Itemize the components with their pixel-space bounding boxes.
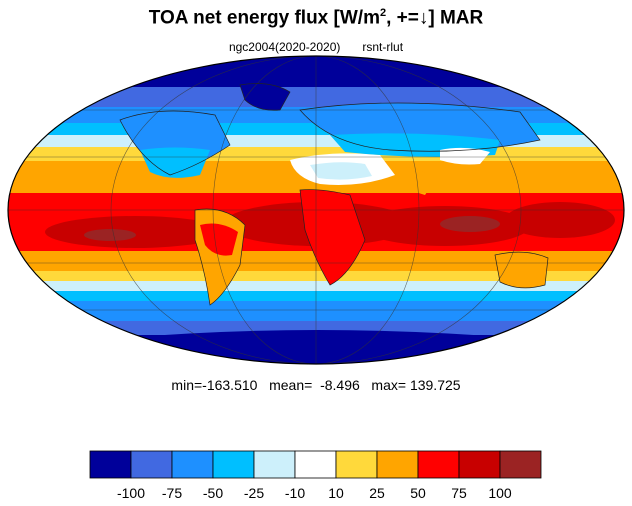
colorbar-swatch xyxy=(89,450,132,479)
colorbar-tick-label: -10 xyxy=(285,485,305,501)
colorbar-swatch xyxy=(212,450,255,479)
colorbar-tick-label: 25 xyxy=(369,485,385,501)
australia xyxy=(495,252,548,288)
colorbar: -100 -75 -50 -25 -10 10 25 50 75 100 xyxy=(89,450,542,501)
north-america-south xyxy=(140,147,210,178)
colorbar-tick-label: 100 xyxy=(488,485,512,501)
colorbar-swatch xyxy=(458,450,501,479)
subtitle-variable: rsnt-rlut xyxy=(362,40,404,54)
colorbar-tick-label: -50 xyxy=(203,485,223,501)
pool-core-1 xyxy=(440,216,500,232)
globe-outline xyxy=(7,55,625,365)
arabia xyxy=(395,167,435,195)
colorbar-tick-label: 50 xyxy=(410,485,426,501)
colorbar-swatch xyxy=(253,450,296,479)
sahara-inner xyxy=(310,162,372,180)
colorbar-tick-label: -100 xyxy=(117,485,145,501)
colorbar-tick-label: 75 xyxy=(451,485,467,501)
pool-core-3 xyxy=(84,229,136,241)
world-map xyxy=(7,55,625,365)
tibet xyxy=(440,147,490,165)
colorbar-swatch xyxy=(294,450,337,479)
colorbar-swatch xyxy=(417,450,460,479)
colorbar-swatch xyxy=(376,450,419,479)
pool-pacific-east xyxy=(45,216,225,248)
map-subtitle: ngc2004(2020-2020) rsnt-rlut xyxy=(0,40,632,54)
greenland xyxy=(240,83,290,111)
colorbar-swatch xyxy=(499,450,542,479)
colorbar-swatch xyxy=(171,450,214,479)
map-title: TOA net energy flux [W/m2, +=↓] MAR xyxy=(148,7,484,29)
colorbar-tick-label: 10 xyxy=(328,485,344,501)
colorbar-tick-label: -25 xyxy=(244,485,264,501)
amazon xyxy=(200,223,238,256)
subtitle-run: ngc2004(2020-2020) xyxy=(228,40,341,54)
colorbar-swatch xyxy=(130,450,173,479)
colorbar-tick-label: -75 xyxy=(162,485,182,501)
statistics-line: min=-163.510 mean= -8.496 max= 139.725 xyxy=(171,377,461,393)
pool-pacific-west xyxy=(505,202,615,238)
colorbar-swatch xyxy=(335,450,378,479)
